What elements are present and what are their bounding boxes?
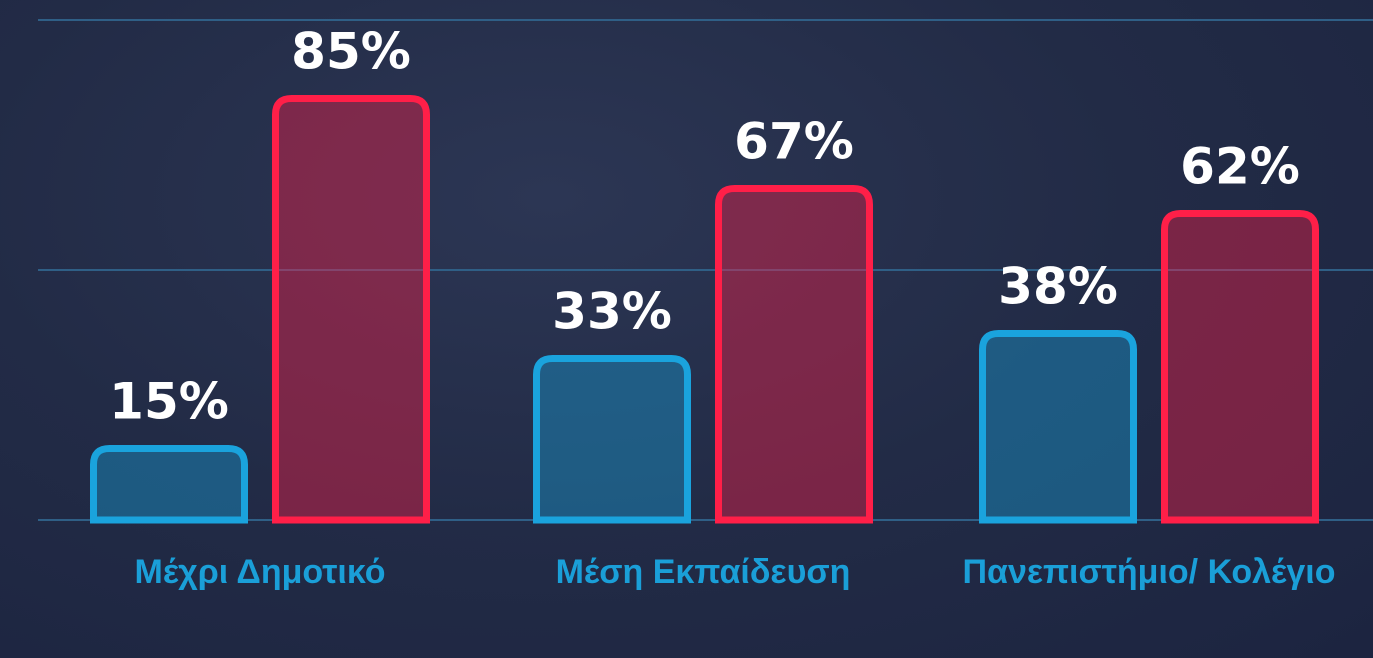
category-label: Μέχρι Δημοτικό xyxy=(134,553,386,591)
bar xyxy=(90,445,248,524)
value-label: 85% xyxy=(291,23,411,81)
value-label: 33% xyxy=(552,283,672,341)
bar xyxy=(715,185,873,524)
value-label: 38% xyxy=(998,258,1118,316)
bar xyxy=(272,95,430,524)
bar xyxy=(1161,210,1319,524)
bar xyxy=(979,330,1137,524)
category-label: Μέση Εκπαίδευση xyxy=(555,553,851,591)
value-label: 62% xyxy=(1180,138,1300,196)
value-label: 67% xyxy=(734,113,854,171)
bar xyxy=(533,355,691,524)
value-label: 15% xyxy=(109,373,229,431)
category-label: Πανεπιστήμιο/ Κολέγιο xyxy=(962,553,1336,591)
